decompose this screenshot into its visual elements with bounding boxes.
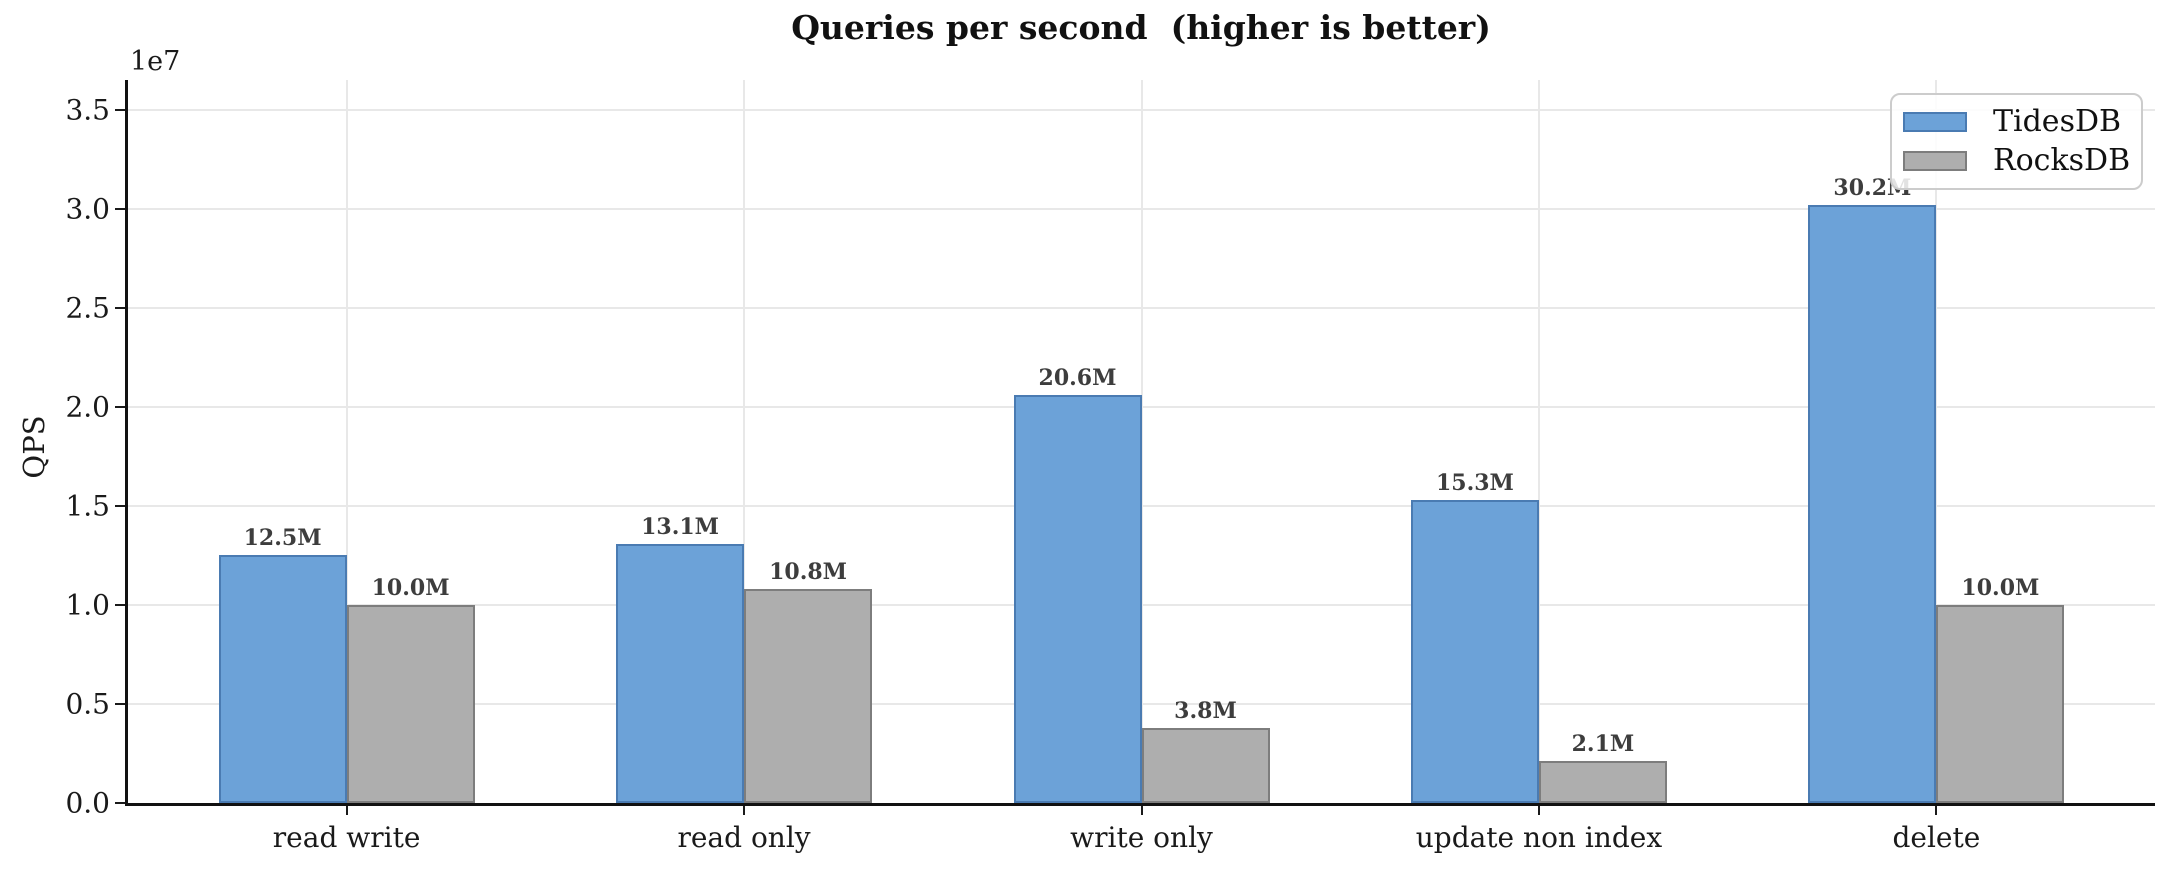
gridline-v-write-only [1140, 80, 1143, 803]
x-axis-label-read-only: read only [677, 821, 811, 854]
y-axis-spine [125, 80, 128, 806]
y-tick-label-0.5: 0.5 [65, 687, 110, 721]
legend-label-rocksdb: RocksDB [1993, 143, 2131, 178]
y-tick-label-1.0: 1.0 [65, 588, 110, 622]
legend-swatch-rocksdb-icon [1903, 151, 1967, 171]
y-tick-2.0 [115, 405, 128, 408]
y-tick-0.5 [115, 702, 128, 705]
legend-label-tidesdb: TidesDB [1993, 104, 2122, 139]
x-axis-label-write-only: write only [1070, 821, 1213, 854]
bar-value-label-tidesdb-read-only: 13.1M [641, 513, 720, 540]
y-tick-label-0.0: 0.0 [65, 786, 110, 820]
bar-tidesdb-delete [1808, 204, 1937, 803]
y-tick-2.5 [115, 306, 128, 309]
x-tick-update-non-index [1537, 803, 1540, 815]
bar-tidesdb-read-only [616, 543, 745, 803]
bar-rocksdb-read-only [744, 589, 873, 803]
bar-value-label-tidesdb-write-only: 20.6M [1038, 364, 1117, 391]
y-tick-0.0 [115, 802, 128, 804]
gridline-v-update-non-index [1537, 80, 1540, 803]
y-tick-label-2.0: 2.0 [65, 390, 110, 424]
bar-value-label-rocksdb-update-non-index: 2.1M [1571, 731, 1635, 758]
x-tick-read-write [345, 803, 348, 815]
x-tick-write-only [1140, 803, 1143, 815]
bar-rocksdb-update-non-index [1538, 761, 1667, 803]
bar-value-label-rocksdb-delete: 10.0M [1961, 574, 2040, 601]
bar-value-label-rocksdb-read-write: 10.0M [371, 574, 450, 601]
bar-rocksdb-delete [1936, 604, 2065, 803]
bar-tidesdb-write-only [1013, 394, 1142, 803]
legend-item-rocksdb: RocksDB [1903, 146, 2141, 176]
x-axis-spine [125, 803, 2155, 806]
y-tick-label-3.0: 3.0 [65, 192, 110, 226]
legend-swatch-tidesdb-icon [1903, 112, 1967, 132]
x-tick-delete [1935, 803, 1938, 815]
y-tick-label-1.5: 1.5 [65, 489, 110, 523]
legend-item-tidesdb: TidesDB [1903, 107, 2141, 137]
x-axis-label-read-write: read write [272, 821, 421, 854]
chart-title: Queries per second (higher is better) [791, 8, 1491, 47]
legend: TidesDB RocksDB [1890, 93, 2143, 190]
y-tick-3.0 [115, 207, 128, 210]
gridline-v-delete [1935, 80, 1938, 803]
bar-tidesdb-update-non-index [1410, 499, 1539, 803]
bar-rocksdb-read-write [346, 604, 475, 803]
y-tick-1.0 [115, 603, 128, 606]
y-axis-offset-label: 1e7 [130, 46, 181, 77]
x-axis-label-update-non-index: update non index [1415, 821, 1663, 854]
y-tick-label-3.5: 3.5 [65, 93, 110, 127]
gridline-v-read-write [345, 80, 348, 803]
bar-tidesdb-read-write [218, 555, 347, 803]
bar-value-label-tidesdb-read-write: 12.5M [243, 525, 322, 552]
bar-value-label-rocksdb-write-only: 3.8M [1174, 697, 1237, 724]
y-tick-3.5 [115, 108, 128, 111]
x-axis-label-delete: delete [1892, 821, 1981, 854]
bar-value-label-rocksdb-read-only: 10.8M [769, 559, 848, 586]
y-tick-label-2.5: 2.5 [65, 291, 110, 325]
x-tick-read-only [743, 803, 746, 815]
bar-rocksdb-write-only [1141, 727, 1270, 803]
bar-value-label-tidesdb-update-non-index: 15.3M [1435, 469, 1514, 496]
gridline-v-read-only [743, 80, 746, 803]
y-tick-1.5 [115, 504, 128, 507]
